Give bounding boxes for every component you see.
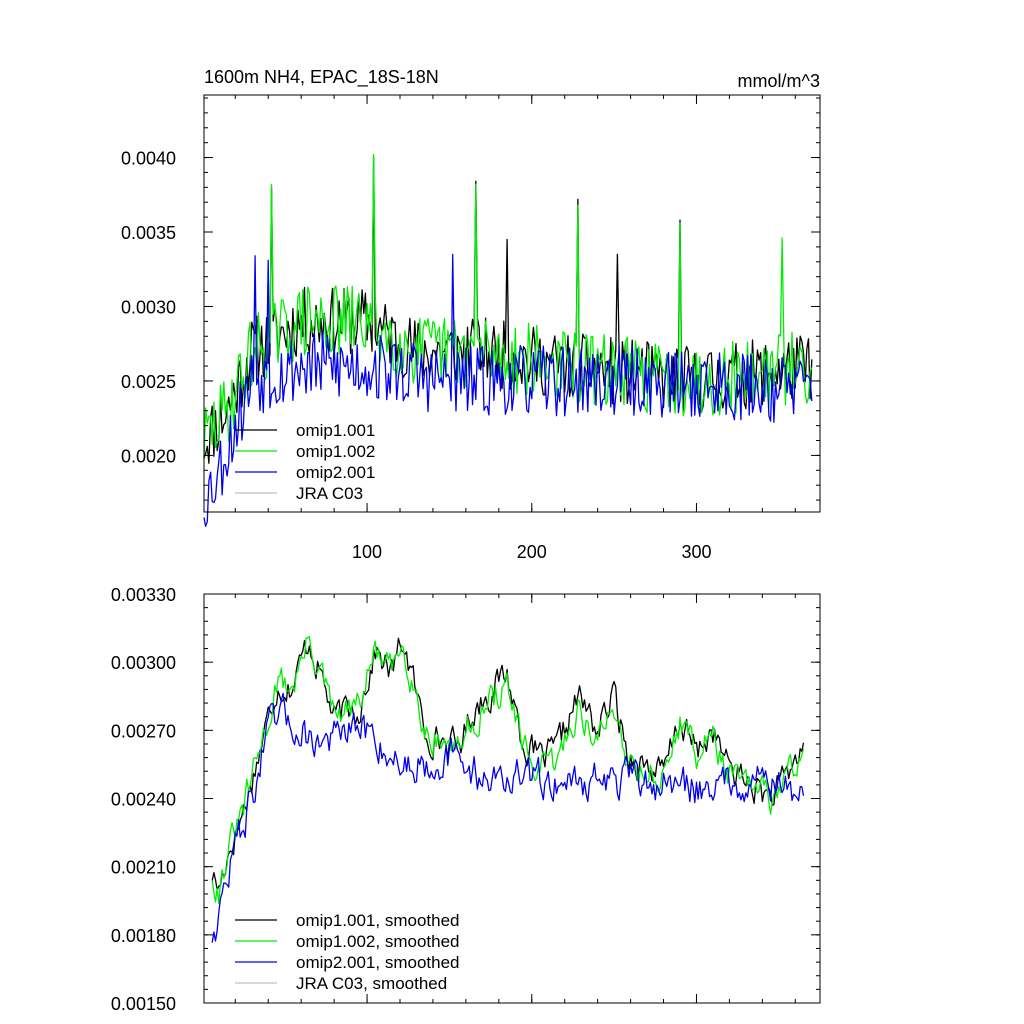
top-series-line-2 [203,153,813,460]
bottom-series-line-2 [211,635,805,904]
bottom-y-tick-label: 0.00300 [111,653,176,673]
top-y-tick-label: 0.0035 [121,223,176,243]
top-x-tick-label: 300 [681,542,711,562]
bottom-y-tick-label: 0.00330 [111,585,176,605]
bottom-legend: omip1.001, smoothed omip1.002, smoothed om… [235,911,460,993]
bottom-legend-label: omip1.002, smoothed [296,932,460,951]
top-panel: 1600m NH4, EPAC_18S-18N mmol/m^3 0.00200… [121,67,821,562]
top-legend-label: JRA C03 [296,484,363,503]
bottom-plot-area: 0.00150 0.00180 0.00210 0.00240 0.00270 0.003… [111,585,821,1014]
top-series-line-3 [203,253,813,528]
bottom-legend-label: omip1.001, smoothed [296,911,460,930]
bottom-y-tick-label: 0.00180 [111,926,176,946]
top-chart-units: mmol/m^3 [738,71,820,91]
bottom-y-tick-label: 0.00210 [111,858,176,878]
bottom-y-tick-label: 0.00240 [111,790,176,810]
bottom-legend-label: omip2.001, smoothed [296,953,460,972]
top-x-tick-label: 100 [352,542,382,562]
top-legend-label: omip1.002 [296,442,375,461]
top-y-tick-label: 0.0020 [121,446,176,466]
bottom-y-tick-label: 0.00270 [111,721,176,741]
bottom-y-tick-label: 0.00150 [111,994,176,1014]
top-axis-frame [203,94,821,513]
top-legend-label: omip2.001 [296,463,375,482]
top-y-tick-label: 0.0040 [121,149,176,169]
bottom-series-line-3 [211,692,805,943]
top-legend: omip1.001 omip1.002 omip2.001 JRA C03 [235,421,375,503]
top-y-tick-label: 0.0030 [121,297,176,317]
top-series-line-1 [203,156,813,464]
top-legend-label: omip1.001 [296,421,375,440]
top-y-tick-label: 0.0025 [121,372,176,392]
bottom-panel: 0.00150 0.00180 0.00210 0.00240 0.00270 0.003… [111,585,821,1014]
top-plot-area: 0.0020 0.0025 0.0030 0.0035 0.0040 100 200 300 o… [121,94,821,562]
top-x-tick-label: 200 [517,542,547,562]
bottom-legend-label: JRA C03, smoothed [296,974,447,993]
bottom-series-group [211,635,805,943]
top-chart-title: 1600m NH4, EPAC_18S-18N [204,67,439,88]
top-series-group [203,153,813,528]
